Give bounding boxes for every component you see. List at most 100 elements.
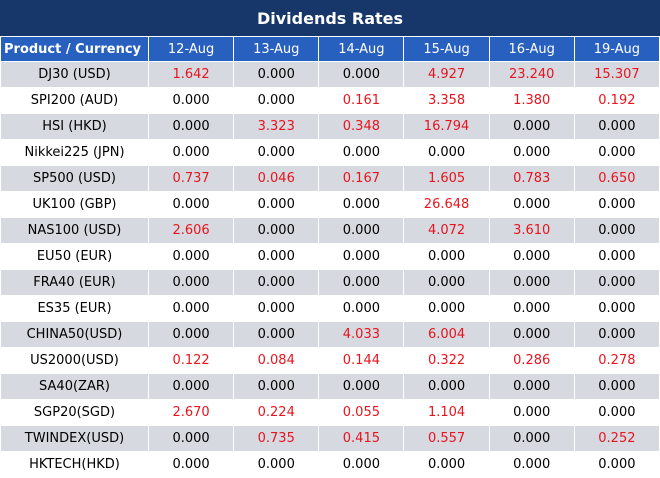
rate-cell: 0.000	[573, 191, 660, 218]
rate-cell: 0.000	[147, 87, 235, 114]
table-row: UK100 (GBP) 0.000 0.000 0.000 26.648 0.000 0.0…	[0, 191, 660, 218]
rate-cell: 0.000	[318, 295, 405, 322]
rate-cell: 0.000	[318, 61, 405, 88]
rate-cell: 1.605	[403, 165, 490, 192]
rate-cell: 0.000	[147, 451, 235, 478]
product-cell: FRA40 (EUR)	[0, 269, 149, 296]
rate-cell: 0.000	[147, 373, 235, 400]
table-row: SP500 (USD) 0.737 0.046 0.167 1.605 0.783 0.65…	[0, 165, 660, 192]
rate-cell: 6.004	[403, 321, 490, 348]
rate-cell: 0.000	[488, 373, 575, 400]
rate-cell: 0.224	[233, 399, 320, 426]
rate-cell: 0.000	[318, 451, 405, 478]
rate-cell: 0.000	[233, 87, 320, 114]
rate-cell: 26.648	[403, 191, 490, 218]
rate-cell: 0.000	[488, 243, 575, 270]
rate-cell: 0.000	[488, 321, 575, 348]
rate-cell: 0.278	[573, 347, 660, 374]
rate-cell: 0.737	[147, 165, 235, 192]
rate-cell: 0.735	[233, 425, 320, 452]
rate-cell: 0.000	[318, 217, 405, 244]
table-row: CHINA50(USD) 0.000 0.000 4.033 6.004 0.000 0.0…	[0, 321, 660, 348]
rate-cell: 2.606	[147, 217, 235, 244]
rate-cell: 4.033	[318, 321, 405, 348]
rate-cell: 0.557	[403, 425, 490, 452]
table-row: HSI (HKD) 0.000 3.323 0.348 16.794 0.000 0.000	[0, 113, 660, 140]
rate-cell: 0.000	[318, 139, 405, 166]
product-cell: HKTECH(HKD)	[0, 451, 149, 478]
rate-cell: 0.000	[488, 295, 575, 322]
rate-cell: 0.000	[318, 373, 405, 400]
rate-cell: 0.000	[403, 451, 490, 478]
rate-cell: 0.650	[573, 165, 660, 192]
rate-cell: 0.000	[488, 425, 575, 452]
rate-cell: 0.415	[318, 425, 405, 452]
rate-cell: 0.000	[573, 295, 660, 322]
rate-cell: 0.000	[147, 269, 235, 296]
rate-cell: 0.000	[233, 321, 320, 348]
rate-cell: 0.000	[318, 191, 405, 218]
rate-cell: 0.000	[147, 243, 235, 270]
rate-cell: 0.167	[318, 165, 405, 192]
rate-cell: 0.000	[573, 243, 660, 270]
rate-cell: 0.000	[233, 217, 320, 244]
rate-cell: 0.783	[488, 165, 575, 192]
rate-cell: 0.000	[147, 139, 235, 166]
table-row: HKTECH(HKD) 0.000 0.000 0.000 0.000 0.000 0.00…	[0, 451, 660, 478]
product-cell: CHINA50(USD)	[0, 321, 149, 348]
rate-cell: 15.307	[573, 61, 660, 88]
rate-cell: 0.000	[488, 139, 575, 166]
rate-cell: 0.000	[233, 373, 320, 400]
rate-cell: 1.642	[147, 61, 235, 88]
table-row: Nikkei225 (JPN) 0.000 0.000 0.000 0.000 0.000…	[0, 139, 660, 166]
product-cell: UK100 (GBP)	[0, 191, 149, 218]
product-cell: SA40(ZAR)	[0, 373, 149, 400]
dividends-table: Product / Currency 12-Aug 13-Aug 14-Aug 15-A…	[0, 36, 660, 478]
rate-cell: 0.348	[318, 113, 405, 140]
rate-cell: 0.084	[233, 347, 320, 374]
rate-cell: 0.000	[233, 243, 320, 270]
rate-cell: 0.161	[318, 87, 405, 114]
rate-cell: 16.794	[403, 113, 490, 140]
rate-cell: 0.000	[403, 295, 490, 322]
rate-cell: 0.000	[488, 191, 575, 218]
rate-cell: 4.072	[403, 217, 490, 244]
product-cell: Nikkei225 (JPN)	[0, 139, 149, 166]
table-row: NAS100 (USD) 2.606 0.000 0.000 4.072 3.610 0.0…	[0, 217, 660, 244]
rate-cell: 0.322	[403, 347, 490, 374]
rate-cell: 0.000	[147, 425, 235, 452]
product-cell: EU50 (EUR)	[0, 243, 149, 270]
product-cell: US2000(USD)	[0, 347, 149, 374]
rate-cell: 0.000	[488, 451, 575, 478]
table-row: EU50 (EUR) 0.000 0.000 0.000 0.000 0.000 0.000	[0, 243, 660, 270]
title: Dividends Rates	[0, 0, 660, 36]
rate-cell: 0.000	[233, 139, 320, 166]
rate-cell: 0.192	[573, 87, 660, 114]
rate-cell: 0.000	[573, 139, 660, 166]
rate-cell: 0.144	[318, 347, 405, 374]
rate-cell: 4.927	[403, 61, 490, 88]
product-cell: NAS100 (USD)	[0, 217, 149, 244]
rate-cell: 0.000	[573, 217, 660, 244]
rate-cell: 0.000	[318, 243, 405, 270]
rate-cell: 0.055	[318, 399, 405, 426]
column-header: 15-Aug	[403, 36, 490, 62]
rate-cell: 0.046	[233, 165, 320, 192]
header-row: Product / Currency 12-Aug 13-Aug 14-Aug 15-A…	[0, 36, 660, 62]
product-cell: SGP20(SGD)	[0, 399, 149, 426]
product-cell: DJ30 (USD)	[0, 61, 149, 88]
rate-cell: 0.000	[403, 269, 490, 296]
rate-cell: 0.000	[403, 139, 490, 166]
rate-cell: 0.000	[403, 373, 490, 400]
rate-cell: 0.000	[573, 373, 660, 400]
rate-cell: 0.000	[573, 451, 660, 478]
column-header: 16-Aug	[488, 36, 575, 62]
rate-cell: 0.000	[233, 191, 320, 218]
rate-cell: 0.000	[488, 269, 575, 296]
table-row: TWINDEX(USD) 0.000 0.735 0.415 0.557 0.000 0.2…	[0, 425, 660, 452]
rate-cell: 0.000	[573, 399, 660, 426]
rate-cell: 0.000	[233, 61, 320, 88]
rate-cell: 0.000	[233, 269, 320, 296]
rate-cell: 23.240	[488, 61, 575, 88]
